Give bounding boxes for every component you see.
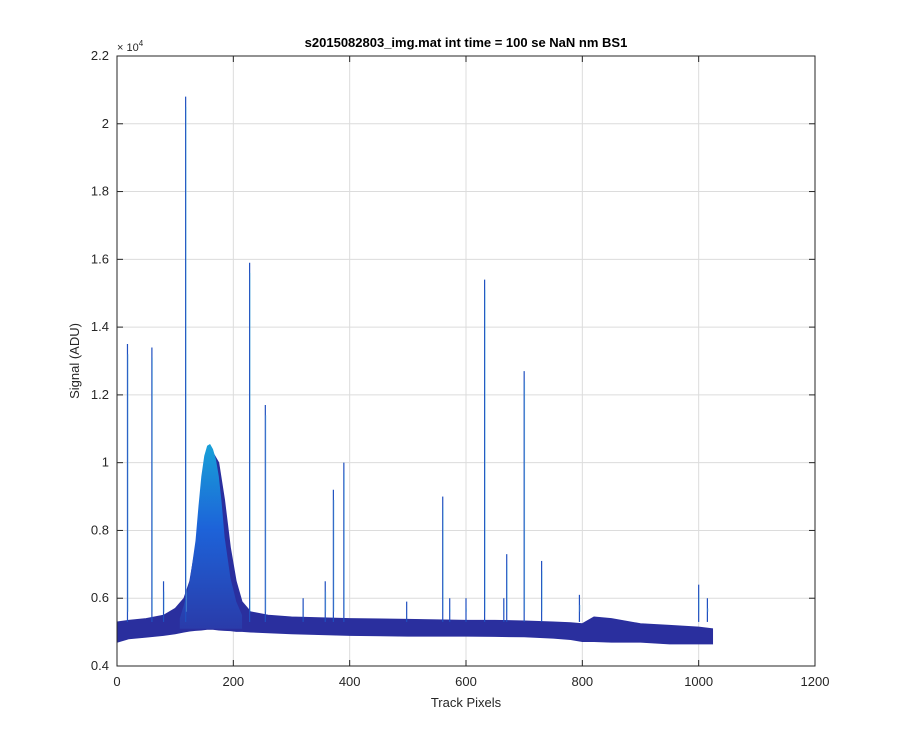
axes xyxy=(116,55,816,667)
peak-band xyxy=(179,444,243,633)
y-exponent-power: 4 xyxy=(139,39,144,48)
x-tick-label: 800 xyxy=(571,674,593,689)
x-tick-label: 0 xyxy=(113,674,120,689)
y-tick-label: 1.6 xyxy=(91,251,109,266)
y-axis-label: Signal (ADU) xyxy=(67,323,82,399)
y-exponent-label: × 104 xyxy=(117,39,144,54)
y-tick-label: 2.2 xyxy=(91,48,109,63)
y-tick-label: 0.4 xyxy=(91,658,109,673)
y-tick-label: 1.2 xyxy=(91,387,109,402)
x-tick-label: 1000 xyxy=(684,674,713,689)
plot-data xyxy=(117,96,714,645)
x-axis-label: Track Pixels xyxy=(431,695,502,710)
x-tick-label: 600 xyxy=(455,674,477,689)
y-tick-label: 2 xyxy=(102,116,109,131)
y-tick-label: 1 xyxy=(102,455,109,470)
y-tick-label: 0.8 xyxy=(91,522,109,537)
signal-band xyxy=(117,451,714,645)
grid xyxy=(117,56,815,666)
y-exponent-base: × 10 xyxy=(117,42,139,54)
y-tick-label: 1.4 xyxy=(91,319,109,334)
x-tick-label: 400 xyxy=(339,674,361,689)
tick-labels: 0 200 400 600 800 1000 1200 0.4 0.6 0.8 1 1.2 1.4 1.6… xyxy=(91,48,830,689)
x-tick-label: 200 xyxy=(222,674,244,689)
x-tick-label: 1200 xyxy=(801,674,830,689)
y-tick-label: 1.8 xyxy=(91,184,109,199)
chart-title: s2015082803_img.mat int time = 100 se Na… xyxy=(305,35,628,50)
y-tick-label: 0.6 xyxy=(91,590,109,605)
